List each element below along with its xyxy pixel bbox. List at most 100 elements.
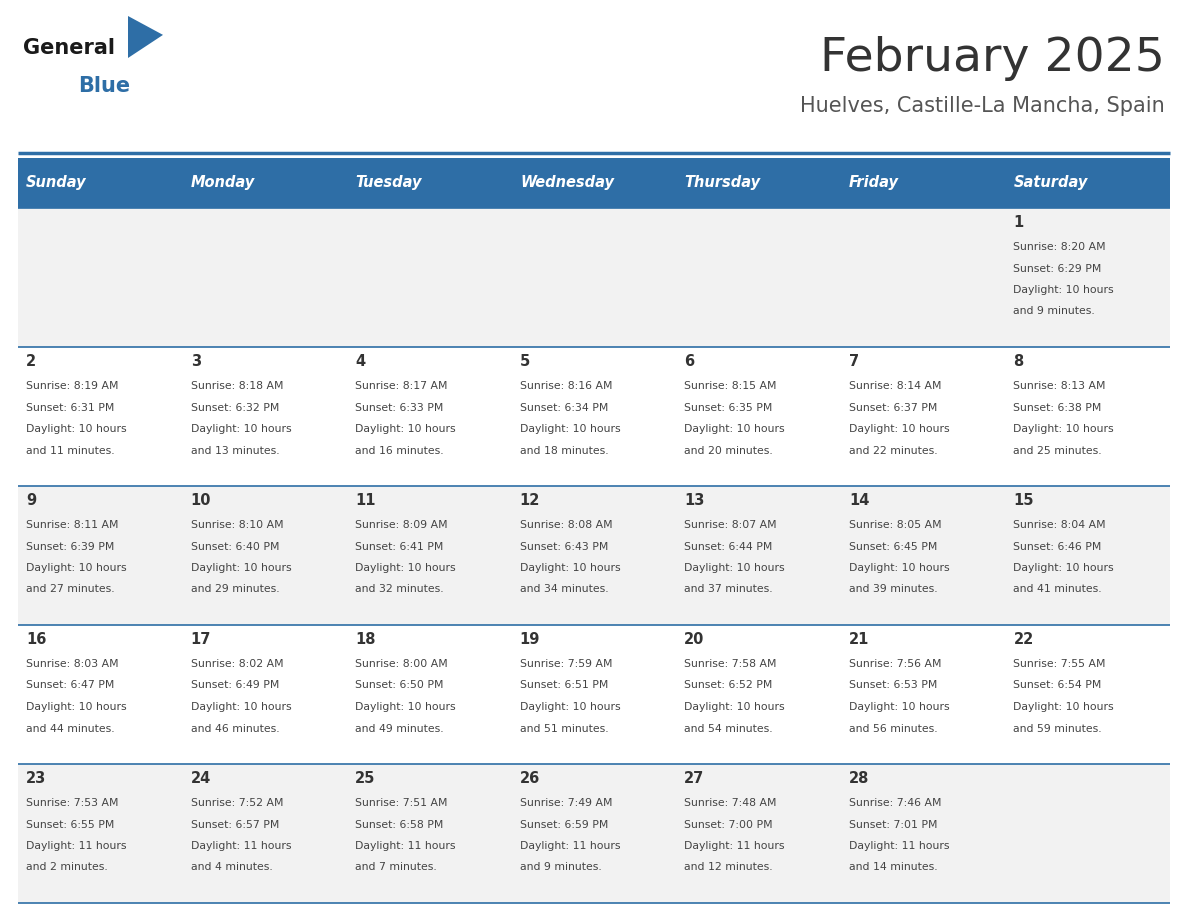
Text: 21: 21 [849,632,870,647]
Text: Sunrise: 7:51 AM: Sunrise: 7:51 AM [355,798,448,808]
Text: Sunset: 6:40 PM: Sunset: 6:40 PM [190,542,279,552]
Text: Daylight: 10 hours: Daylight: 10 hours [26,424,127,434]
Text: Blue: Blue [78,76,131,96]
Bar [347,158,512,208]
Polygon shape [128,16,163,58]
Text: 17: 17 [190,632,211,647]
Text: and 51 minutes.: and 51 minutes. [519,723,608,733]
Text: and 54 minutes.: and 54 minutes. [684,723,773,733]
Bar [18,208,183,347]
Text: Daylight: 10 hours: Daylight: 10 hours [1013,702,1114,712]
Text: and 34 minutes.: and 34 minutes. [519,585,608,595]
Text: 2: 2 [26,354,36,369]
Text: and 14 minutes.: and 14 minutes. [849,863,937,872]
Text: Daylight: 11 hours: Daylight: 11 hours [684,841,785,851]
Text: Daylight: 10 hours: Daylight: 10 hours [849,563,949,573]
Bar [183,347,347,486]
Bar [841,158,1005,208]
Text: 3: 3 [190,354,201,369]
Text: Sunrise: 8:04 AM: Sunrise: 8:04 AM [1013,520,1106,530]
Text: Monday: Monday [191,175,255,191]
Text: and 4 minutes.: and 4 minutes. [190,863,272,872]
Text: 5: 5 [519,354,530,369]
Bar [841,764,1005,903]
Text: Thursday: Thursday [684,175,760,191]
Text: Sunrise: 7:48 AM: Sunrise: 7:48 AM [684,798,777,808]
Text: Sunset: 6:47 PM: Sunset: 6:47 PM [26,680,114,690]
Text: Sunrise: 7:53 AM: Sunrise: 7:53 AM [26,798,119,808]
Text: Sunset: 6:37 PM: Sunset: 6:37 PM [849,402,937,412]
Bar [18,347,183,486]
Bar [1005,764,1170,903]
Text: Sunrise: 8:15 AM: Sunrise: 8:15 AM [684,381,777,391]
Bar [676,486,841,625]
Text: Sunset: 6:35 PM: Sunset: 6:35 PM [684,402,772,412]
Bar [512,486,676,625]
Text: Daylight: 11 hours: Daylight: 11 hours [355,841,456,851]
Bar [841,347,1005,486]
Text: Sunset: 6:38 PM: Sunset: 6:38 PM [1013,402,1101,412]
Text: Sunset: 6:51 PM: Sunset: 6:51 PM [519,680,608,690]
Bar [183,486,347,625]
Text: Daylight: 11 hours: Daylight: 11 hours [849,841,949,851]
Text: and 44 minutes.: and 44 minutes. [26,723,114,733]
Text: Sunrise: 8:19 AM: Sunrise: 8:19 AM [26,381,119,391]
Text: 11: 11 [355,493,375,508]
Text: Daylight: 10 hours: Daylight: 10 hours [519,702,620,712]
Text: Sunset: 6:33 PM: Sunset: 6:33 PM [355,402,443,412]
Text: Sunset: 6:59 PM: Sunset: 6:59 PM [519,820,608,830]
Text: and 39 minutes.: and 39 minutes. [849,585,937,595]
Bar [512,208,676,347]
Text: 18: 18 [355,632,375,647]
Text: Daylight: 10 hours: Daylight: 10 hours [684,563,785,573]
Bar [1005,158,1170,208]
Text: and 41 minutes.: and 41 minutes. [1013,585,1102,595]
Text: Sunrise: 8:13 AM: Sunrise: 8:13 AM [1013,381,1106,391]
Bar [841,208,1005,347]
Text: Sunrise: 7:52 AM: Sunrise: 7:52 AM [190,798,283,808]
Text: and 11 minutes.: and 11 minutes. [26,445,114,455]
Bar [18,625,183,764]
Bar [347,625,512,764]
Text: Daylight: 10 hours: Daylight: 10 hours [849,424,949,434]
Bar [676,764,841,903]
Bar [676,158,841,208]
Text: Daylight: 10 hours: Daylight: 10 hours [684,424,785,434]
Bar [347,486,512,625]
Text: and 20 minutes.: and 20 minutes. [684,445,773,455]
Bar [183,764,347,903]
Text: Sunrise: 8:20 AM: Sunrise: 8:20 AM [1013,242,1106,252]
Text: Sunset: 6:41 PM: Sunset: 6:41 PM [355,542,443,552]
Text: Daylight: 10 hours: Daylight: 10 hours [1013,285,1114,295]
Bar [512,625,676,764]
Text: Daylight: 10 hours: Daylight: 10 hours [355,424,456,434]
Text: and 16 minutes.: and 16 minutes. [355,445,444,455]
Bar [18,158,183,208]
Text: Sunset: 6:46 PM: Sunset: 6:46 PM [1013,542,1101,552]
Text: Sunset: 7:01 PM: Sunset: 7:01 PM [849,820,937,830]
Text: Sunrise: 8:07 AM: Sunrise: 8:07 AM [684,520,777,530]
Text: Daylight: 10 hours: Daylight: 10 hours [190,702,291,712]
Text: and 13 minutes.: and 13 minutes. [190,445,279,455]
Text: Sunset: 6:43 PM: Sunset: 6:43 PM [519,542,608,552]
Text: Daylight: 10 hours: Daylight: 10 hours [355,563,456,573]
Text: Saturday: Saturday [1013,175,1088,191]
Text: 4: 4 [355,354,365,369]
Text: 9: 9 [26,493,36,508]
Text: Sunrise: 8:17 AM: Sunrise: 8:17 AM [355,381,448,391]
Text: 27: 27 [684,771,704,786]
Text: Daylight: 10 hours: Daylight: 10 hours [26,563,127,573]
Text: Sunset: 6:52 PM: Sunset: 6:52 PM [684,680,772,690]
Text: Sunrise: 7:49 AM: Sunrise: 7:49 AM [519,798,612,808]
Text: Sunset: 6:53 PM: Sunset: 6:53 PM [849,680,937,690]
Text: and 49 minutes.: and 49 minutes. [355,723,444,733]
Bar [676,208,841,347]
Text: 8: 8 [1013,354,1024,369]
Text: Sunrise: 7:59 AM: Sunrise: 7:59 AM [519,659,612,669]
Text: General: General [23,38,115,58]
Text: Sunrise: 8:10 AM: Sunrise: 8:10 AM [190,520,283,530]
Text: and 37 minutes.: and 37 minutes. [684,585,773,595]
Text: 14: 14 [849,493,870,508]
Bar [1005,625,1170,764]
Text: Sunset: 7:00 PM: Sunset: 7:00 PM [684,820,773,830]
